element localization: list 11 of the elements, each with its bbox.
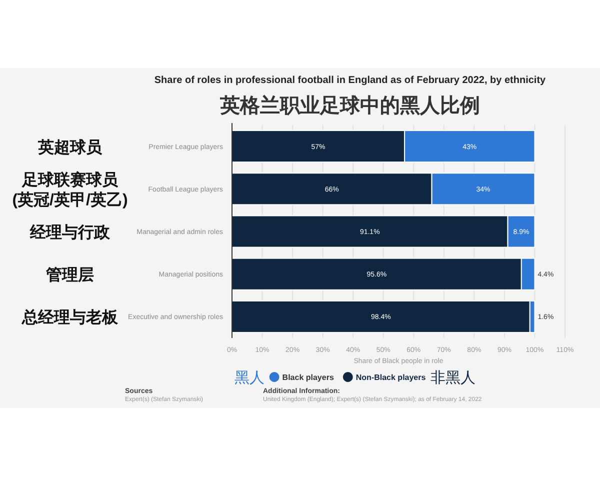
- y2-tick-label: 经理与行政: [29, 224, 111, 242]
- text: 非黑人: [430, 370, 476, 386]
- y2-tick-label: 英超球员: [37, 138, 103, 156]
- y2-tick-label: 管理层: [45, 266, 94, 284]
- chart-subtitle: 英格兰职业足球中的黑人比例: [219, 94, 480, 117]
- legend-label: Black players: [282, 373, 334, 382]
- chart-title: Share of roles in professional football in England as of February 2022, by ethnicity: [154, 75, 546, 86]
- text: 黑人: [234, 370, 264, 386]
- legend-label: Non-Black players: [356, 373, 426, 382]
- y2-tick-label: 总经理与老板: [21, 308, 119, 327]
- y2-tick-label: 足球联赛球员 (英冠/英甲/英乙): [12, 170, 128, 209]
